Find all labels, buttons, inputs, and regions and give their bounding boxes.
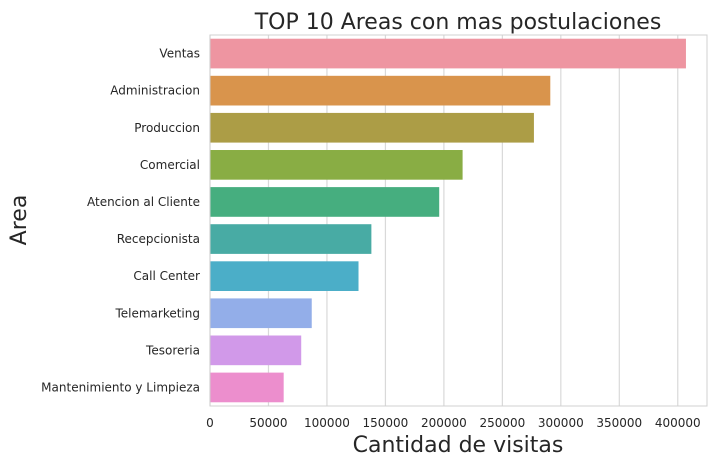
bar bbox=[210, 224, 372, 254]
y-tick-label: Mantenimiento y Limpieza bbox=[41, 380, 200, 394]
y-tick-label: Ventas bbox=[159, 47, 200, 61]
x-tick-label: 300000 bbox=[538, 416, 584, 430]
bars bbox=[210, 38, 686, 403]
y-tick-label: Tesoreria bbox=[145, 343, 200, 357]
y-tick-label: Telemarketing bbox=[114, 306, 200, 320]
y-tick-label: Comercial bbox=[140, 158, 200, 172]
y-tick-label: Atencion al Cliente bbox=[87, 195, 200, 209]
bar bbox=[210, 298, 312, 329]
bar bbox=[210, 75, 551, 106]
y-tick-labels: Ventas Administracion Produccion Comercial A… bbox=[41, 47, 200, 395]
x-tick-label: 150000 bbox=[363, 416, 409, 430]
bar bbox=[210, 187, 440, 217]
y-tick-label: Call Center bbox=[133, 269, 200, 283]
plot-frame bbox=[209, 34, 708, 407]
x-tick-labels: 0 50000 100000 150000 200000 250000 300000 3500… bbox=[206, 416, 700, 430]
x-tick-label: 100000 bbox=[304, 416, 350, 430]
x-axis-label: Cantidad de visitas bbox=[353, 433, 564, 458]
x-tick-label: 0 bbox=[206, 416, 214, 430]
x-tick-label: 400000 bbox=[655, 416, 701, 430]
y-tick-label: Recepcionista bbox=[117, 232, 200, 246]
bar bbox=[210, 372, 284, 403]
bar bbox=[210, 38, 686, 69]
x-tick-label: 350000 bbox=[596, 416, 642, 430]
x-tick-label: 50000 bbox=[249, 416, 287, 430]
y-tick-label: Produccion bbox=[134, 121, 200, 135]
bar bbox=[210, 261, 359, 291]
chart-title: TOP 10 Areas con mas postulaciones bbox=[254, 10, 662, 35]
x-tick-label: 250000 bbox=[479, 416, 525, 430]
y-tick-label: Administracion bbox=[110, 84, 200, 98]
x-tick-label: 200000 bbox=[421, 416, 467, 430]
bar bbox=[210, 335, 302, 366]
bar bbox=[210, 112, 534, 143]
bar bbox=[210, 150, 463, 180]
y-axis-label: Area bbox=[7, 195, 32, 246]
